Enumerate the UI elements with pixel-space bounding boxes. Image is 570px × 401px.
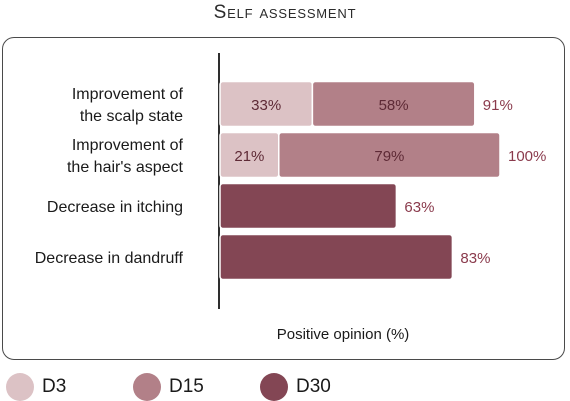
category-label: Improvement of <box>72 137 184 154</box>
category-label: Improvement of <box>72 86 184 103</box>
bar-segment-d30 <box>219 233 454 281</box>
category-label: the scalp state <box>80 108 183 125</box>
x-axis-label: Positive opinion (%) <box>277 326 410 343</box>
segment-value-label: 58% <box>379 97 409 114</box>
legend-swatch-d30 <box>260 373 288 401</box>
bar-segment-d15 <box>311 80 476 128</box>
legend-label-d15: D15 <box>169 376 204 397</box>
legend-swatch-d15 <box>133 373 161 401</box>
category-label: the hair's aspect <box>67 159 184 176</box>
total-value-label: 63% <box>404 199 434 216</box>
segment-value-label: 79% <box>374 148 404 165</box>
legend-label-d30: D30 <box>296 376 331 397</box>
legend-label-d3: D3 <box>42 376 67 397</box>
bar-segment-d30 <box>219 182 398 230</box>
chart-title: Self assessment <box>213 2 357 23</box>
legend-item-d3: D3 <box>6 373 66 401</box>
total-value-label: 100% <box>508 148 546 165</box>
bar-segment-d15 <box>278 131 501 179</box>
segment-value-label: 21% <box>234 148 264 165</box>
legend-item-d30: D30 <box>260 373 331 401</box>
total-value-label: 91% <box>483 97 513 114</box>
legend-swatch-d3 <box>6 373 34 401</box>
segment-value-label: 33% <box>251 97 281 114</box>
category-label: Decrease in dandruff <box>35 250 184 267</box>
total-value-label: 83% <box>460 250 490 267</box>
chart-frame <box>2 37 565 360</box>
legend-item-d15: D15 <box>133 373 204 401</box>
category-label: Decrease in itching <box>47 199 183 216</box>
